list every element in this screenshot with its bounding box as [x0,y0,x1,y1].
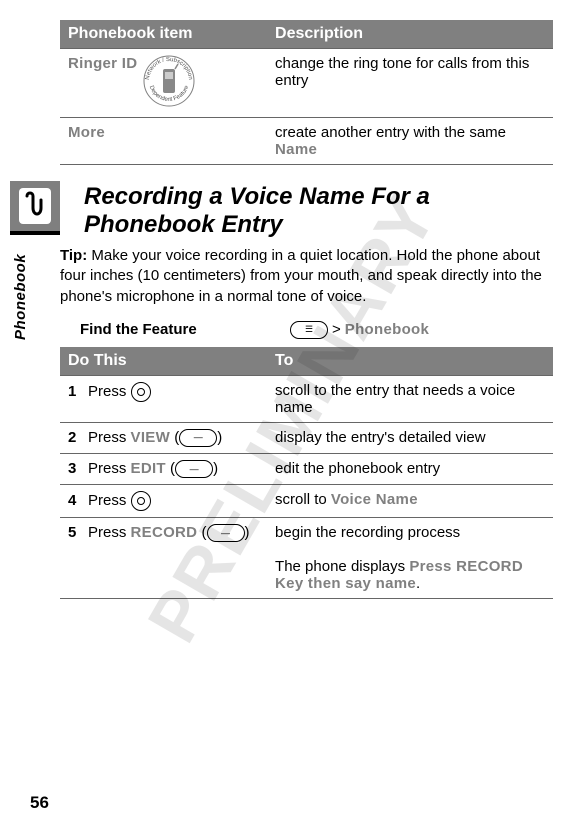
phonebook-section-icon [10,181,60,235]
ui-label: Name [275,141,317,158]
text-run: Press [88,429,131,446]
breadcrumb-sep: > [332,321,341,338]
steps-table: Do This To 1Press scroll to the entry th… [60,347,553,599]
text-run: ( [197,524,206,541]
ui-label: EDIT [131,460,166,477]
softkey-icon: — [207,524,245,542]
tip-label: Tip: [60,247,87,264]
tip-body: Make your voice recording in a quiet loc… [60,247,542,305]
table1-header-item: Phonebook item [60,20,267,49]
text-run: Press [88,460,131,477]
text-run: change the ring tone for calls from this… [275,55,529,89]
text-run: scroll to the entry that needs a voice n… [275,382,515,416]
table2-header-do: Do This [60,347,267,376]
text-run: Press [88,524,131,541]
step-number: 1 [68,383,88,400]
text-run: The phone displays [275,558,409,575]
phonebook-item-name: More [68,124,105,141]
text-run: ) [217,429,222,446]
table-row: 2Press VIEW (—) display the entry's detai… [60,422,553,453]
text-run: begin the recording process [275,524,460,541]
phonebook-item-table: Phonebook item Description Ringer ID Netw… [60,20,553,165]
step-number: 3 [68,460,88,477]
ui-label: Voice Name [331,491,418,508]
text-run: scroll to [275,491,331,508]
dpad-icon [131,382,151,402]
text-run: ) [213,460,218,477]
page-number: 56 [30,793,49,813]
feature-target: Phonebook [345,321,429,338]
find-feature-label: Find the Feature [80,321,290,338]
find-the-feature-row: Find the Feature ☰ > Phonebook [80,321,553,339]
text-run: create another entry with the same [275,124,506,141]
ui-label: VIEW [131,429,171,446]
network-feature-badge-icon: Network / SubscriptionDependent Feature [143,55,195,111]
phonebook-item-name: Ringer ID [68,55,137,72]
softkey-icon: — [179,429,217,447]
menu-key-icon: ☰ [290,321,328,339]
table-row: 1Press scroll to the entry that needs a … [60,375,553,422]
text-run: Press [88,383,131,400]
text-run: . [416,575,420,592]
text-run: ( [166,460,175,477]
table-row: Ringer ID Network / SubscriptionDependent… [60,49,553,118]
manual-page: PRELIMINARY Phonebook 56 Phonebook item … [0,0,583,835]
table-row: 3Press EDIT (—) edit the phonebook entry [60,453,553,484]
softkey-icon: — [175,460,213,478]
ui-label: RECORD [131,524,198,541]
table2-header-to: To [267,347,553,376]
dpad-icon [131,491,151,511]
text-run: ) [245,524,250,541]
side-tab-label: Phonebook [12,254,29,340]
text-run: ( [170,429,179,446]
step-number: 2 [68,429,88,446]
tip-paragraph: Tip: Make your voice recording in a quie… [60,246,553,307]
text-run: Press [88,492,131,509]
table1-header-desc: Description [267,20,553,49]
table-row: 5Press RECORD (—) begin the recording pro… [60,518,553,599]
table-row: More create another entry with the same N… [60,118,553,165]
section-heading: Recording a Voice Name For a Phonebook E… [60,183,553,238]
text-run: edit the phonebook entry [275,460,440,477]
text-run: display the entry's detailed view [275,429,485,446]
step-number: 5 [68,524,88,541]
step-number: 4 [68,492,88,509]
table-row: 4Press scroll to Voice Name [60,485,553,518]
